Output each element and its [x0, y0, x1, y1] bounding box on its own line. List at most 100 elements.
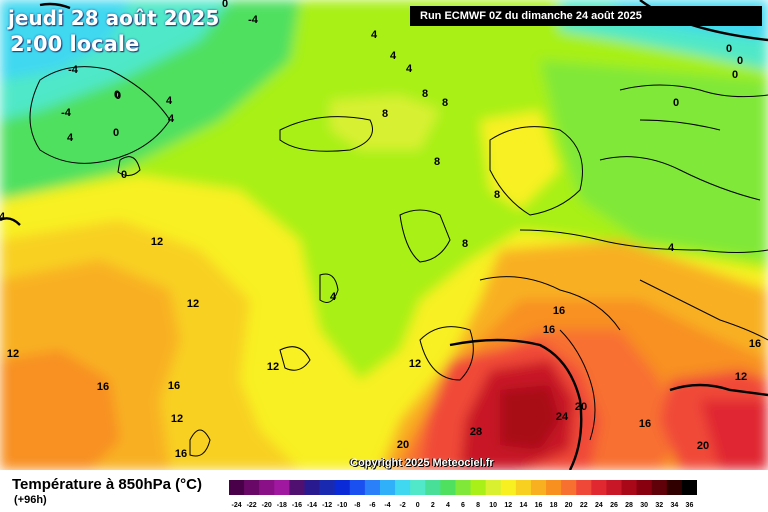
map-label: 0	[673, 97, 679, 109]
map-label: 0	[732, 69, 738, 81]
scale-tick-label: 28	[625, 502, 633, 509]
scale-tick-label: -6	[369, 502, 375, 509]
map-label: 0	[113, 127, 119, 139]
scale-tick-label: -22	[247, 502, 257, 509]
map-label: 4	[166, 95, 173, 107]
scale-ticks: -24 -22 -20 -18 -16 -14 -12 -10 -8 -6 -4 -2 0 2 4 6 8 10 1…	[231, 502, 693, 509]
map-label: 8	[462, 238, 468, 250]
map-label: 4	[406, 63, 413, 75]
scale-swatch	[651, 480, 668, 495]
scale-tick-label: 20	[565, 502, 573, 509]
coastlines	[29, 66, 768, 457]
map-label: 8	[442, 97, 448, 109]
map-label: 12	[409, 358, 421, 370]
map-label: 12	[151, 236, 163, 248]
scale-tick-label: -4	[384, 502, 390, 509]
map-label: 20	[697, 440, 709, 452]
scale-tick-label: 4	[446, 502, 450, 509]
map-label: 4	[0, 211, 6, 223]
map-label: 20	[397, 439, 409, 451]
map-label: 4	[390, 50, 397, 62]
scale-swatch	[546, 480, 562, 495]
scale-swatch	[259, 480, 275, 495]
copyright-text: Copyright 2025 Meteociel.fr	[350, 457, 494, 469]
map-label: 12	[735, 371, 747, 383]
scale-swatch	[229, 480, 245, 495]
map-label: -4	[248, 14, 259, 26]
scale-swatch	[666, 480, 683, 495]
scale-swatch	[379, 480, 396, 495]
scale-swatch	[334, 480, 351, 495]
scale-swatch	[349, 480, 366, 495]
map-label: 16	[175, 448, 187, 460]
map-label: 16	[543, 324, 555, 336]
scale-swatch	[561, 480, 577, 495]
scale-tick-label: 22	[580, 502, 588, 509]
map-canvas: 0 -4 -4 0 -4 4 0 4 0 4 4 4 0 4 4 8 8 8 8…	[0, 0, 768, 470]
map-label: -4	[61, 107, 72, 119]
map-label: 0	[121, 169, 127, 181]
scale-swatch	[440, 480, 456, 495]
map-label: 4	[330, 291, 337, 303]
scale-swatch	[289, 480, 305, 495]
scale-swatch	[576, 480, 592, 495]
scale-swatch	[681, 480, 697, 495]
scale-tick-label: -2	[399, 502, 405, 509]
map-label: -4	[68, 64, 79, 76]
scale-tick-label: -12	[322, 502, 332, 509]
temperature-map: 0 -4 -4 0 -4 4 0 4 0 4 4 4 0 4 4 8 8 8 8…	[0, 0, 768, 470]
map-label: 0	[114, 89, 120, 101]
map-label: 16	[553, 305, 565, 317]
scale-tick-label: 18	[550, 502, 558, 509]
scale-swatch	[364, 480, 381, 495]
model-run-info: Run ECMWF 0Z du dimanche 24 août 2025	[410, 6, 762, 26]
variable-title: Température à 850hPa (°C)	[12, 476, 202, 493]
scale-tick-label: -20	[262, 502, 272, 509]
temperature-field	[0, 0, 768, 470]
scale-swatch	[591, 480, 607, 495]
scale-tick-label: 8	[476, 502, 480, 509]
scale-swatch	[304, 480, 321, 495]
map-label: 4	[168, 113, 175, 125]
scale-swatch	[395, 480, 411, 495]
lead-time: (+96h)	[14, 494, 47, 506]
map-label: 12	[171, 413, 183, 425]
scale-swatch	[425, 480, 441, 495]
scale-swatch	[621, 480, 638, 495]
map-label: 12	[7, 348, 19, 360]
scale-swatch	[319, 480, 336, 495]
scale-swatch	[515, 480, 532, 495]
map-label: 16	[168, 380, 180, 392]
scale-tick-label: -14	[307, 502, 317, 509]
map-label: 16	[749, 338, 761, 350]
map-label: 0	[726, 43, 732, 55]
map-label: 0	[737, 55, 743, 67]
scale-tick-label: 10	[489, 502, 497, 509]
legend-footer: Température à 850hPa (°C) (+96h) -24 -22-…	[0, 470, 768, 512]
map-label: 8	[434, 156, 440, 168]
scale-swatch	[500, 480, 517, 495]
scale-swatch	[485, 480, 502, 495]
scale-swatches	[229, 480, 697, 495]
scale-tick-label: 32	[655, 502, 663, 509]
scale-swatch	[530, 480, 547, 495]
scale-swatch	[455, 480, 472, 495]
map-label: 12	[187, 298, 199, 310]
scale-tick-label: 34	[670, 502, 678, 509]
scale-tick-label: -18	[277, 502, 287, 509]
scale-tick-label: -8	[354, 502, 360, 509]
map-label: 4	[371, 29, 378, 41]
map-label: 8	[494, 189, 500, 201]
scale-tick-label: 2	[431, 502, 435, 509]
scale-tick-label: 30	[640, 502, 648, 509]
map-label: 4	[668, 242, 675, 254]
scale-swatch	[410, 480, 426, 495]
scale-tick-label: -24	[231, 502, 241, 509]
scale-tick-label: 0	[416, 502, 420, 509]
scale-tick-label: -16	[292, 502, 302, 509]
scale-tick-label: 14	[519, 502, 527, 509]
scale-tick-label: 24	[595, 502, 603, 509]
scale-tick-label: 6	[461, 502, 465, 509]
map-label: 12	[267, 361, 279, 373]
map-label: 16	[639, 418, 651, 430]
